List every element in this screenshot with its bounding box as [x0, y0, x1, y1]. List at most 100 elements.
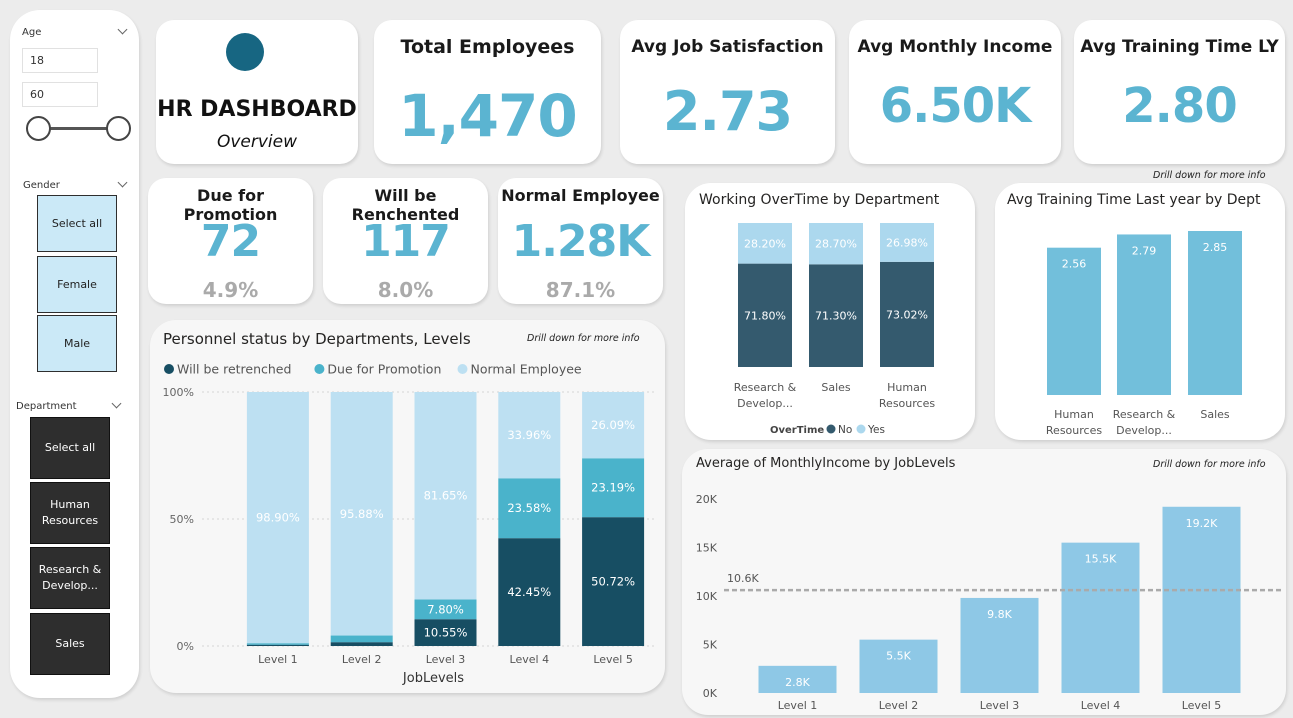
- kpi-percentage: 8.0%: [377, 278, 434, 302]
- age-range-track[interactable]: [40, 127, 120, 130]
- bar-segment: [246, 392, 309, 644]
- legend-marker: [826, 424, 836, 434]
- x-tick-label: Level 2: [879, 699, 919, 712]
- kpi-value: 6.50K: [879, 78, 1032, 134]
- bar: [1188, 231, 1242, 395]
- data-label: 28.70%: [815, 238, 857, 251]
- data-label: 98.90%: [256, 511, 300, 525]
- age-min-handle[interactable]: [26, 116, 51, 141]
- gender-option-select-all[interactable]: Select all: [37, 195, 117, 252]
- bar: [1162, 506, 1241, 693]
- department-option-human-resources[interactable]: Human Resources: [30, 482, 110, 544]
- data-label: 50.72%: [591, 575, 635, 589]
- x-tick-label: Research & Develop...: [734, 381, 797, 410]
- data-label: 2.8K: [785, 676, 810, 689]
- personnel-chart-svg: Will be retrenched Due for Promotion Norma…: [163, 362, 655, 686]
- kpi-avg-monthly-income: Avg Monthly Income 6.50K: [849, 20, 1061, 164]
- x-tick-label: Sales: [821, 381, 851, 394]
- legend-label: Normal Employee: [471, 362, 582, 377]
- data-label: 73.02%: [886, 308, 928, 321]
- legend-title: OverTime: [770, 425, 824, 436]
- personnel-status-chart-card[interactable]: Personnel status by Departments, Levels …: [150, 320, 665, 693]
- training-chart-card[interactable]: Avg Training Time Last year by Dept 2.56…: [995, 183, 1285, 440]
- kpi-percentage: 87.1%: [545, 278, 616, 302]
- bar: [960, 597, 1039, 693]
- chevron-down-icon[interactable]: [111, 398, 122, 409]
- x-tick-label: Level 4: [510, 653, 550, 666]
- department-option-research[interactable]: Research & Develop...: [30, 547, 110, 609]
- y-tick-label: 5K: [703, 639, 718, 652]
- kpi-title: Avg Job Satisfaction: [631, 37, 824, 57]
- overtime-chart-svg: 71.80% 28.20% Research & Develop... 71.30% 28…: [734, 223, 935, 436]
- bar: [1117, 234, 1171, 395]
- drill-hint: Drill down for more info: [1153, 170, 1266, 181]
- bar-segment: [809, 223, 863, 265]
- bar: [758, 665, 837, 693]
- logo-dot-icon: [226, 33, 264, 71]
- data-label: 15.5K: [1085, 553, 1117, 566]
- x-tick-label: Level 4: [1081, 699, 1121, 712]
- chevron-down-icon[interactable]: [117, 177, 128, 188]
- kpi-due-for-promotion: Due for Promotion 72 4.9%: [148, 178, 313, 304]
- legend-label: Will be retrenched: [177, 362, 291, 377]
- legend-label: No: [838, 424, 852, 436]
- bar-segment: [498, 538, 561, 646]
- legend-marker: [164, 364, 174, 374]
- bar: [859, 639, 938, 693]
- kpi-title: Due for Promotion: [183, 186, 278, 224]
- kpi-will-be-retrenched: Will be Renchented 117 8.0%: [323, 178, 488, 304]
- kpi-title: Will be Renchented: [351, 186, 460, 224]
- data-label: 26.98%: [886, 236, 928, 249]
- bar-segment: [330, 392, 393, 636]
- x-tick-label: Human Resources: [879, 381, 935, 410]
- x-tick-label: Level 5: [593, 653, 633, 666]
- kpi-value: 1,470: [398, 82, 577, 150]
- x-tick-label: Level 3: [980, 699, 1020, 712]
- chart-title: Average of MonthlyIncome by JobLevels: [696, 456, 956, 471]
- data-label: 2.85: [1203, 241, 1228, 254]
- x-tick-label: Research & Develop...: [1113, 408, 1176, 437]
- overtime-chart-card[interactable]: Working OverTime by Department 71.80% 28.…: [685, 183, 975, 440]
- y-tick-label: 10K: [696, 590, 718, 603]
- kpi-percentage: 4.9%: [202, 278, 259, 302]
- bar-segment: [498, 478, 561, 539]
- bar: [1047, 247, 1101, 395]
- average-line-label: 10.6K: [727, 572, 759, 585]
- x-tick-label: Level 1: [778, 699, 818, 712]
- data-label: 71.80%: [744, 309, 786, 322]
- kpi-normal-employee: Normal Employee 1.28K 87.1%: [498, 178, 663, 304]
- y-tick-label: 50%: [170, 513, 194, 526]
- x-tick-label: Level 3: [426, 653, 466, 666]
- legend-label: Due for Promotion: [327, 362, 441, 377]
- department-option-select-all[interactable]: Select all: [30, 417, 110, 479]
- kpi-value: 2.80: [1122, 78, 1237, 134]
- data-label: 33.96%: [507, 428, 551, 442]
- age-max-input[interactable]: 60: [22, 82, 98, 107]
- bar-segment: [498, 392, 561, 479]
- training-chart-svg: 2.56 Human Resources 2.79 Research & Develop.…: [1046, 231, 1242, 437]
- age-slicer-title: Age: [22, 27, 42, 38]
- x-tick-label: Sales: [1200, 408, 1230, 421]
- bar-segment: [246, 644, 309, 646]
- kpi-total-employees: Total Employees 1,470: [374, 20, 601, 164]
- data-label: 2.56: [1062, 258, 1087, 271]
- data-label: 7.80%: [427, 602, 464, 616]
- gender-option-female[interactable]: Female: [37, 256, 117, 313]
- data-label: 95.88%: [340, 507, 384, 521]
- page-title: HR DASHBOARD: [157, 97, 357, 122]
- legend-marker: [856, 424, 866, 434]
- chart-title: Avg Training Time Last year by Dept: [1007, 192, 1261, 208]
- legend-marker: [457, 364, 468, 374]
- x-tick-label: Human Resources: [1046, 408, 1102, 437]
- income-chart-card[interactable]: Average of MonthlyIncome by JobLevels Dr…: [682, 449, 1286, 715]
- kpi-title: Total Employees: [400, 36, 575, 58]
- department-option-sales[interactable]: Sales: [30, 613, 110, 675]
- kpi-title: Avg Training Time LY: [1080, 37, 1279, 57]
- gender-option-male[interactable]: Male: [37, 315, 117, 372]
- data-label: 28.20%: [744, 237, 786, 250]
- chevron-down-icon[interactable]: [117, 24, 128, 35]
- age-max-handle[interactable]: [106, 116, 131, 141]
- age-min-input[interactable]: 18: [22, 48, 98, 73]
- header-card: HR DASHBOARD Overview: [156, 20, 358, 164]
- filter-panel: Age 18 60 Gender Select all Female Male …: [10, 10, 139, 698]
